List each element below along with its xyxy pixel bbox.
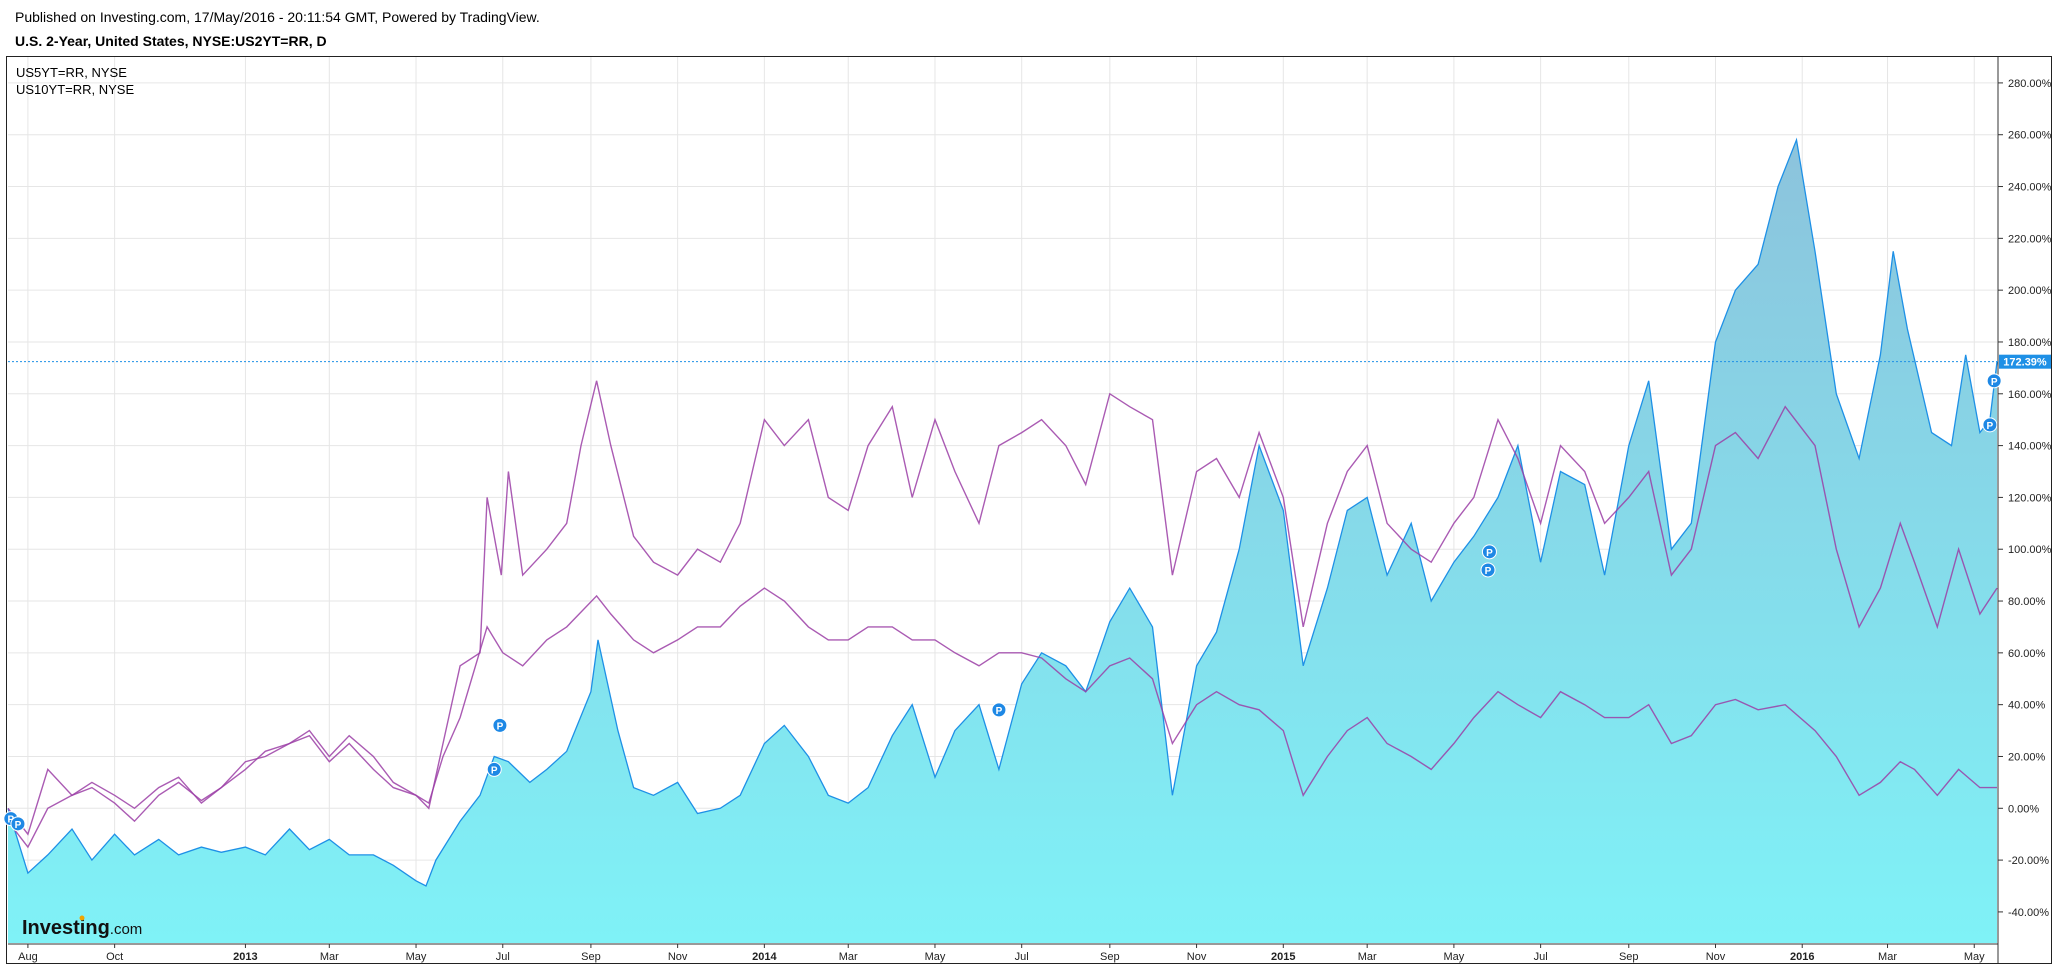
marker-p-icon [492,717,508,733]
x-tick-label: Mar [1878,951,1897,963]
y-tick-label: 40.00% [2008,700,2046,712]
lines-layer [7,380,1998,849]
y-tick-label: 20.00% [2008,751,2046,763]
marker-p-label: P [1485,566,1492,577]
marker-p-label: P [1486,548,1493,559]
investing-logo: Investing.com [22,917,142,939]
x-tick-label: Sep [1619,951,1639,963]
legend-us5yt: US5YT=RR, NYSE [16,65,127,80]
y-tick-label: 240.00% [2008,182,2052,194]
marker-p-icon [1986,373,2002,389]
series-us5yt-line [7,380,1998,836]
series-area-line [7,137,1998,887]
marker-p-label: P [15,820,22,831]
marker-p-label: P [1991,377,1998,388]
x-tick-label: Nov [1187,951,1207,963]
last-value-label: 172.39% [2003,357,2047,369]
x-tick-label: Mar [320,951,339,963]
marker-p-label: P [491,765,498,776]
marker-p-icon [991,702,1007,718]
watermark-layer: Investing.com [22,915,142,939]
x-tick-label: Nov [668,951,688,963]
legend-us10yt: US10YT=RR, NYSE [16,82,135,97]
marker-p-label: P [1987,421,1994,432]
marker-p-icon [486,761,502,777]
y-tick-label: 140.00% [2008,441,2052,453]
logo-dot-icon [79,915,85,921]
x-tick-label: May [406,951,427,963]
marker-p-icon [1481,544,1497,560]
x-tick-label: May [1444,951,1465,963]
badge-layer: 172.39% [8,354,2051,369]
axis-layer: -40.00% -20.00% 0.00% 20.00% 40.00% 60.00% 80.… [8,57,2052,963]
x-tick-label: Mar [1358,951,1377,963]
marker-p-icon [1982,417,1998,433]
series-area-fill [8,139,1997,943]
marker-p-icon [1480,562,1496,578]
y-tick-label: 200.00% [2008,285,2052,297]
x-tick-label: Sep [1100,951,1120,963]
y-tick-label: 60.00% [2008,648,2046,660]
y-tick-label: 220.00% [2008,233,2052,245]
area-layer [7,137,1998,943]
x-tick-label: Jul [1015,951,1029,963]
published-line: Published on Investing.com, 17/May/2016 … [15,9,540,25]
x-tick-label: 2014 [752,951,777,963]
last-value-badge [1999,354,2051,369]
x-tick-label: Aug [18,951,38,963]
x-tick-label: 2015 [1271,951,1295,963]
x-tick-label: Mar [839,951,858,963]
y-tick-label: 280.00% [2008,78,2052,90]
x-tick-label: May [925,951,946,963]
marker-p-label: P [996,706,1003,717]
y-tick-label: 120.00% [2008,492,2052,504]
x-tick-label: Jul [1534,951,1548,963]
y-tick-label: 0.00% [2008,803,2039,815]
y-tick-label: 160.00% [2008,389,2052,401]
x-tick-label: Jul [496,951,510,963]
marker-p-icon [10,816,26,832]
x-tick-label: 2013 [233,951,257,963]
y-tick-label: -40.00% [2008,907,2049,919]
chart-title: U.S. 2-Year, United States, NYSE:US2YT=R… [15,33,327,49]
x-tick-label: Oct [106,951,123,963]
series-us10yt-line [7,587,1997,849]
marker-p-label: P [497,721,504,732]
chart-frame [6,56,2052,964]
x-tick-label: 2016 [1790,951,1814,963]
y-tick-label: 260.00% [2008,130,2052,142]
x-tick-label: Sep [581,951,601,963]
x-tick-label: Nov [1706,951,1726,963]
x-tick-label: May [1964,951,1985,963]
y-tick-label: 180.00% [2008,337,2052,349]
y-tick-label: 80.00% [2008,596,2046,608]
marker-p-label: P [8,815,15,826]
y-tick-label: 100.00% [2008,544,2052,556]
y-tick-label: -20.00% [2008,855,2049,867]
